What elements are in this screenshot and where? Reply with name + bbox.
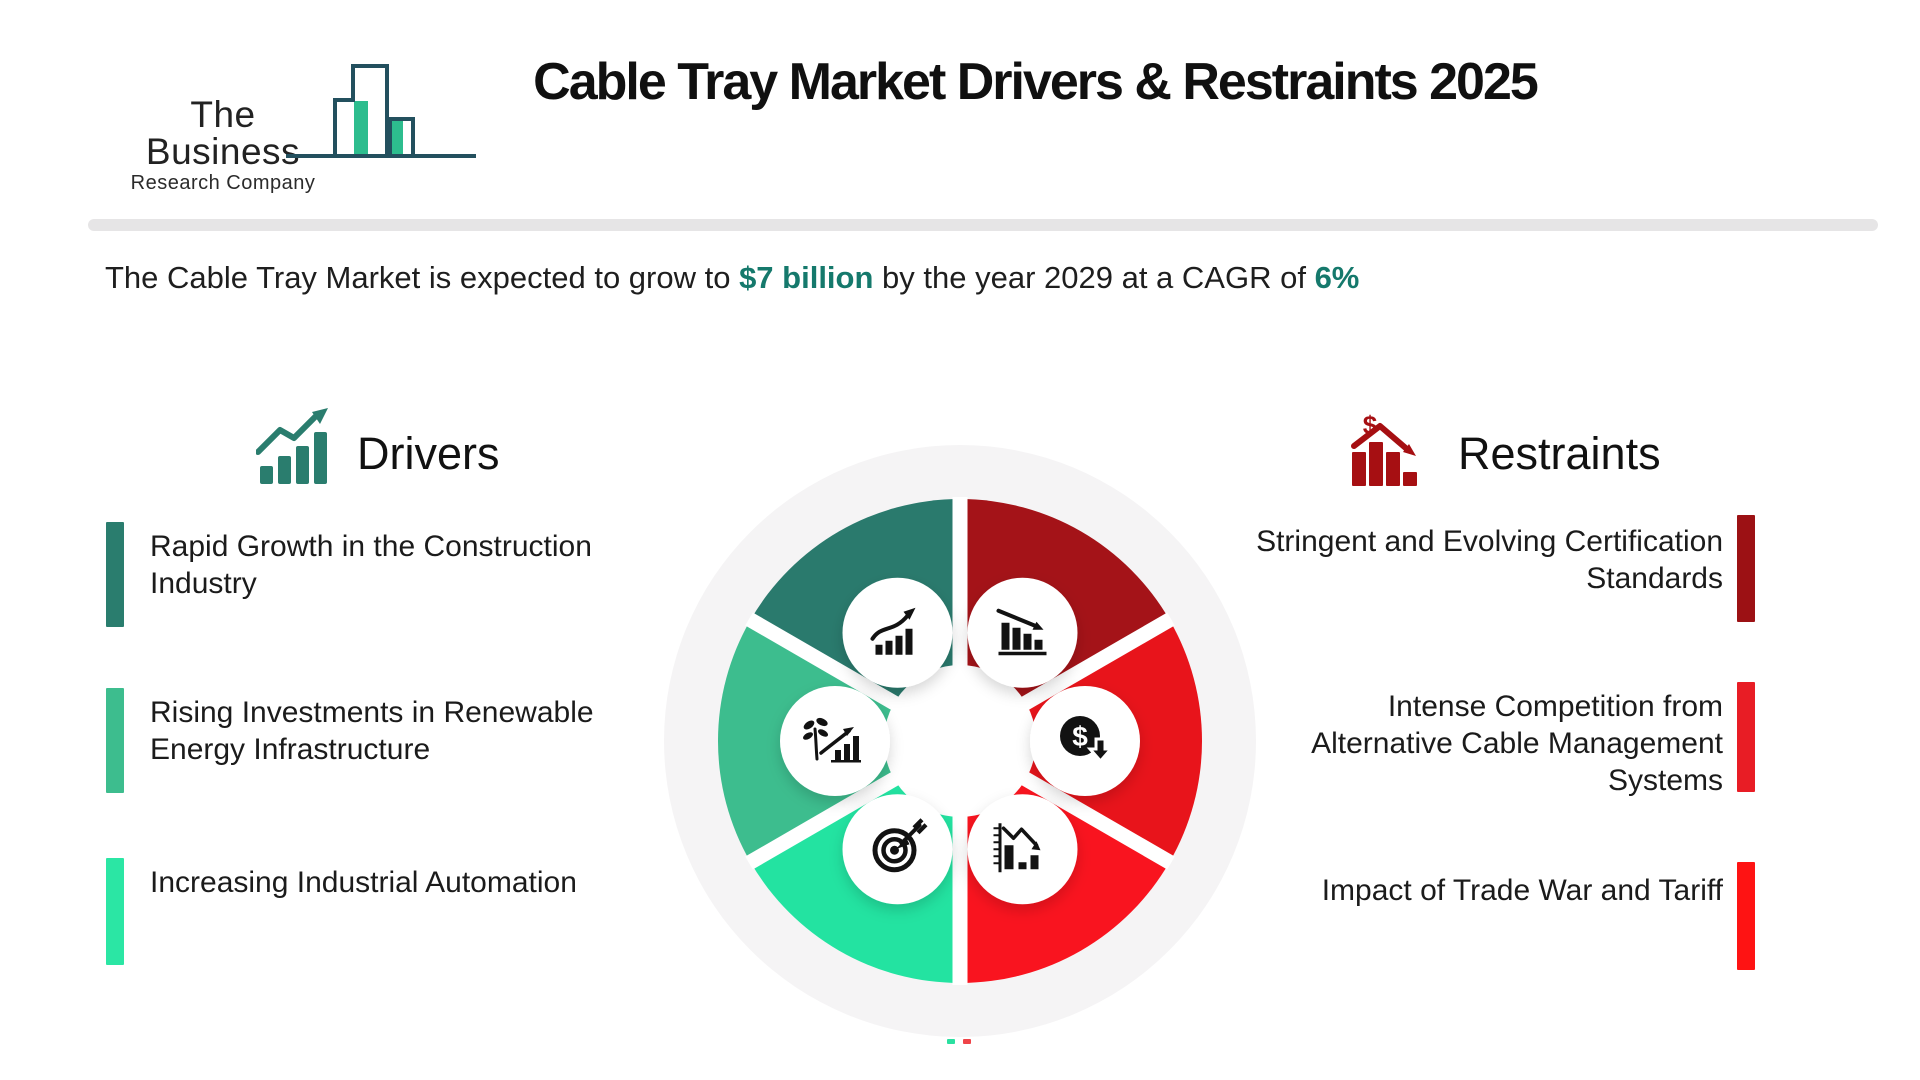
wheel-center [884,665,1036,817]
driver-item: Rising Investments in Renewable Energy I… [150,696,594,766]
divider [88,219,1878,231]
summary-value-cagr: 6% [1314,260,1360,295]
plant-growth-icon [803,717,861,763]
drivers-heading: Drivers [357,428,500,479]
driver-accent-bar [106,522,124,627]
svg-text:$: $ [1072,721,1088,752]
dollar-decrease-icon: $ [1060,716,1115,764]
restraint-accent-bar [1737,515,1755,622]
restraint-accent-bar [1737,862,1755,970]
growth-bars-arrow-icon [256,408,328,484]
wheel-icons: $ [780,577,1140,905]
company-logo-icon [286,64,476,158]
restraint-accent-bar [1737,682,1755,792]
driver-item: Increasing Industrial Automation [150,866,577,899]
restraint-item: Stringent and Evolving Certification Sta… [1256,525,1723,595]
restraint-item: Impact of Trade War and Tariff [1321,874,1723,907]
summary-text-2: by the year 2029 at a CAGR of [873,260,1315,295]
company-subname: Research Company [130,172,316,194]
growth-chart-icon [870,607,916,655]
company-logo: The Business Research Company [112,96,334,193]
company-name: The Business [145,94,301,172]
driver-item: Rapid Growth in the Construction Industr… [150,530,592,600]
declining-bar-chart-icon [996,608,1047,656]
restraints-heading: Restraints [1458,428,1661,479]
driver-accent-bar [106,858,124,965]
summary-text-1: The Cable Tray Market is expected to gro… [105,260,740,295]
restraint-item: Intense Competition from Alternative Cab… [1311,690,1723,797]
target-icon [872,818,928,873]
market-summary: The Cable Tray Market is expected to gro… [105,260,1359,296]
summary-value-market-size: $7 billion [739,260,874,295]
driver-accent-bar [106,688,124,793]
declining-line-chart-icon [993,823,1041,873]
legend-dot-drivers [947,1039,955,1044]
page-title: Cable Tray Market Drivers & Restraints 2… [533,53,1539,111]
legend-dot-restraints [963,1039,971,1044]
declining-bars-dollar-icon: $ [1351,410,1417,486]
